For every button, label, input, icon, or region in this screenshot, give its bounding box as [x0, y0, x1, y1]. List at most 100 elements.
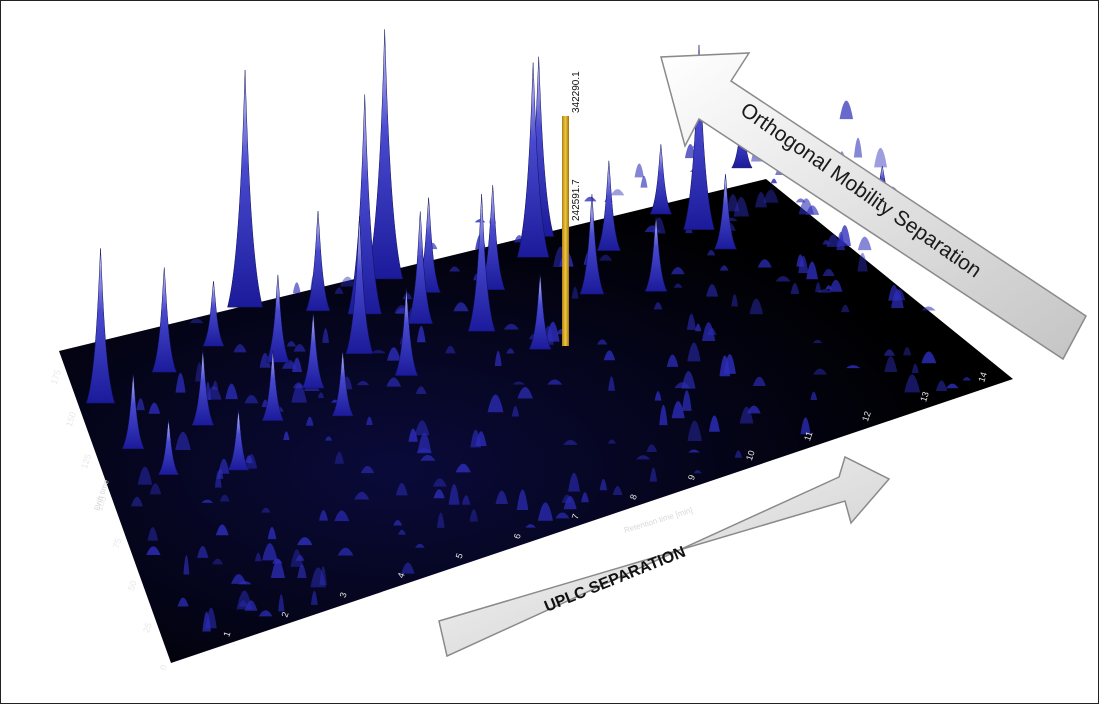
background-peak — [453, 302, 469, 312]
background-peak — [297, 537, 313, 546]
surface-peak — [301, 313, 325, 389]
surface-peak — [202, 281, 225, 347]
background-peak — [607, 439, 616, 444]
background-peak — [219, 494, 230, 502]
background-peak — [245, 455, 253, 464]
background-peak — [270, 559, 285, 578]
x-tick-label: 12 — [860, 410, 873, 423]
background-peak — [681, 371, 696, 389]
background-peak — [659, 404, 668, 426]
background-peak — [888, 285, 900, 301]
background-peak — [796, 254, 805, 267]
background-peak — [433, 489, 445, 499]
background-peak — [839, 100, 854, 120]
background-peak — [334, 287, 344, 294]
x-tick-label: 14 — [976, 371, 989, 384]
background-peak — [649, 467, 658, 482]
background-peak — [883, 349, 895, 356]
background-peak — [354, 491, 370, 500]
background-peak — [278, 594, 285, 612]
background-peak — [752, 376, 766, 387]
x-tick-label: 5 — [454, 552, 465, 560]
background-peak — [189, 318, 204, 324]
background-peak — [853, 137, 863, 158]
background-peak — [666, 354, 679, 367]
x-tick-label: 8 — [628, 493, 639, 501]
background-peak — [688, 449, 700, 453]
background-peak — [599, 478, 608, 491]
background-peak — [517, 386, 533, 399]
surface-peak — [714, 174, 737, 250]
background-peak — [212, 380, 219, 390]
surface-peak — [265, 274, 290, 363]
background-peak — [911, 363, 919, 373]
background-peak — [962, 377, 971, 381]
y-tick-label: 50 — [126, 579, 139, 592]
background-peak — [555, 512, 570, 519]
background-peak — [719, 265, 729, 271]
background-peak — [726, 194, 740, 212]
y-tick-label: 125 — [79, 453, 93, 470]
background-peak — [747, 405, 761, 414]
background-peak — [822, 268, 835, 276]
background-peak — [415, 543, 425, 548]
background-peak — [469, 509, 479, 522]
background-peak — [319, 510, 328, 521]
background-peak — [267, 526, 277, 540]
background-peak — [640, 175, 648, 188]
background-peak — [238, 581, 252, 585]
background-peak — [393, 519, 403, 526]
y-axis-ticks: 0 25 50 75 100 125 150 175 — [49, 368, 169, 671]
background-peak — [448, 483, 460, 505]
background-peak — [297, 564, 307, 579]
background-peak — [475, 431, 487, 447]
y-tick-label: 100 — [94, 495, 108, 512]
surface-peak — [528, 274, 552, 350]
background-peak — [432, 478, 447, 487]
background-peak — [603, 350, 616, 361]
background-peak — [272, 558, 283, 564]
background-peak — [798, 198, 814, 215]
background-peak — [810, 391, 818, 401]
background-peak — [806, 261, 818, 280]
background-peak — [136, 398, 145, 411]
y-tick-label: 25 — [141, 621, 154, 634]
background-peak — [402, 292, 413, 300]
background-peak — [770, 178, 778, 184]
background-peak — [734, 450, 742, 458]
background-peak — [813, 368, 827, 375]
background-peak — [149, 483, 162, 495]
background-peak — [687, 342, 701, 362]
background-peak — [293, 344, 306, 352]
peak-layer — [85, 29, 893, 476]
background-peak — [366, 416, 373, 425]
background-peak — [719, 355, 731, 377]
background-peak — [244, 395, 259, 404]
x-tick-label: 4 — [396, 571, 407, 579]
background-peak — [175, 372, 186, 393]
background-peak — [292, 282, 301, 294]
background-peak — [634, 163, 644, 178]
background-peak — [356, 380, 370, 386]
background-peak — [233, 344, 247, 353]
background-peak — [386, 347, 401, 361]
background-peak — [461, 495, 471, 505]
background-peak — [436, 512, 445, 528]
background-peak — [707, 327, 717, 335]
background-peak — [395, 482, 408, 496]
background-peak — [236, 590, 253, 610]
background-peak — [319, 566, 327, 586]
background-peak — [175, 431, 191, 450]
background-peak — [707, 249, 716, 256]
surface-floor — [59, 179, 1013, 663]
background-peak — [215, 524, 229, 536]
background-peak — [584, 196, 597, 202]
background-peak — [610, 189, 625, 196]
y-tick-label: 150 — [64, 411, 78, 428]
x-tick-label: 2 — [280, 611, 291, 619]
background-peak — [295, 554, 305, 561]
background-peak — [686, 313, 697, 330]
background-peak — [547, 379, 563, 385]
